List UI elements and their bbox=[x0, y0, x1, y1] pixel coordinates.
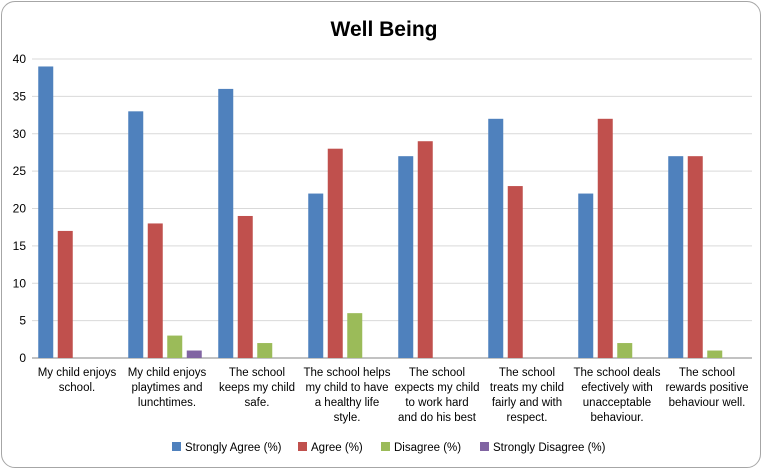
bar bbox=[128, 111, 144, 358]
x-axis-labels: My child enjoys school. My child enjoys pla… bbox=[38, 367, 749, 424]
y-tick-label: 40 bbox=[13, 52, 27, 66]
bar bbox=[147, 223, 163, 358]
x-tick-label: The school treats my child fairly and with… bbox=[490, 367, 564, 424]
bar bbox=[38, 66, 54, 358]
bar bbox=[687, 156, 703, 358]
bar bbox=[417, 141, 433, 358]
y-tick-label: 10 bbox=[13, 276, 27, 290]
bar bbox=[218, 88, 234, 359]
bar bbox=[347, 313, 363, 358]
bar bbox=[308, 193, 324, 358]
bar bbox=[597, 118, 613, 358]
bars bbox=[38, 66, 723, 359]
y-tick-label: 0 bbox=[19, 351, 26, 365]
legend-swatch bbox=[298, 442, 307, 451]
bar bbox=[578, 193, 594, 358]
bar bbox=[257, 343, 273, 358]
legend-label: Disagree (%) bbox=[394, 442, 461, 454]
x-tick-label: My child enjoys school. bbox=[38, 367, 117, 394]
legend-swatch bbox=[172, 442, 181, 451]
bar bbox=[327, 148, 343, 358]
y-tick-label: 35 bbox=[13, 89, 27, 103]
legend-label: Agree (%) bbox=[311, 442, 363, 454]
y-tick-label: 30 bbox=[13, 127, 27, 141]
legend-label: Strongly Agree (%) bbox=[185, 442, 282, 454]
x-tick-label: My child enjoys playtimes and lunchtimes. bbox=[128, 367, 207, 409]
y-tick-label: 25 bbox=[13, 164, 27, 178]
bar bbox=[507, 186, 523, 358]
x-tick-label: The school rewards positive behaviour well… bbox=[665, 367, 748, 409]
bar bbox=[617, 343, 633, 358]
y-tick-label: 15 bbox=[13, 239, 27, 253]
bar bbox=[167, 335, 183, 358]
legend: Strongly Agree (%) Agree (%) Disagree (%) S… bbox=[172, 442, 606, 454]
chart-title: Well Being bbox=[331, 18, 438, 41]
y-tick-label: 20 bbox=[13, 202, 27, 216]
bar bbox=[186, 350, 202, 358]
bar bbox=[488, 118, 504, 358]
bar bbox=[668, 156, 684, 358]
legend-label: Strongly Disagree (%) bbox=[493, 442, 606, 454]
y-tick-label: 5 bbox=[19, 314, 26, 328]
bar bbox=[707, 350, 723, 358]
bar bbox=[237, 215, 253, 358]
legend-swatch bbox=[480, 442, 489, 451]
y-axis-ticks: 0 5 10 15 20 25 30 35 40 bbox=[13, 52, 27, 365]
x-tick-label: The school helps my child to have a health… bbox=[304, 367, 391, 424]
x-tick-label: The school deals efectively with unaccepta… bbox=[574, 367, 661, 424]
bar bbox=[57, 230, 73, 358]
legend-swatch bbox=[381, 442, 390, 451]
bar bbox=[398, 156, 414, 358]
x-tick-label: The school keeps my child safe. bbox=[219, 367, 295, 409]
x-tick-label: The school expects my child to work hard an… bbox=[394, 367, 479, 424]
